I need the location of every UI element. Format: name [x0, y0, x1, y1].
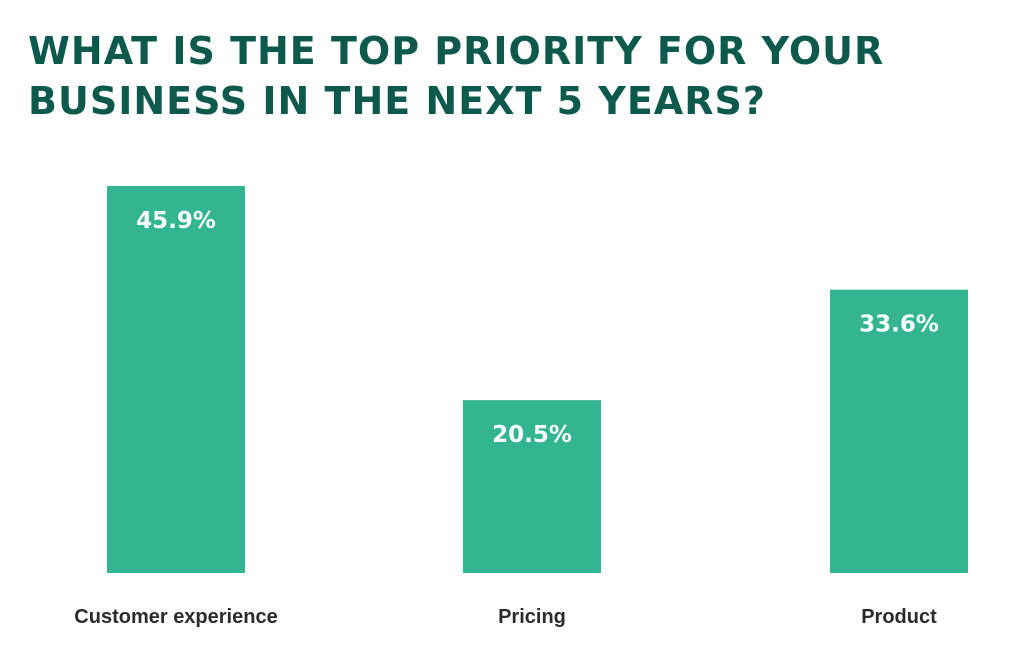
bar-pricing [463, 400, 601, 573]
category-label: Product [861, 606, 937, 628]
bar-product [830, 289, 968, 573]
chart-title: WHAT IS THE TOP PRIORITY FOR YOUR BUSINE… [28, 26, 988, 126]
category-labels: Customer experience Pricing Product [74, 606, 937, 628]
bars-group [107, 186, 968, 573]
category-label: Customer experience [74, 606, 277, 628]
bar-value-label: 33.6% [859, 312, 939, 338]
category-label: Pricing [498, 606, 566, 628]
bar-value-labels: 45.9% 20.5% 33.6% [136, 208, 939, 448]
bar-value-label: 20.5% [492, 422, 572, 448]
bar-customer-experience [107, 186, 245, 573]
chart-title-line-1: WHAT IS THE TOP PRIORITY FOR YOUR [28, 29, 885, 73]
bar-value-label: 45.9% [136, 208, 216, 234]
chart-title-line-2: BUSINESS IN THE NEXT 5 YEARS? [28, 79, 766, 123]
